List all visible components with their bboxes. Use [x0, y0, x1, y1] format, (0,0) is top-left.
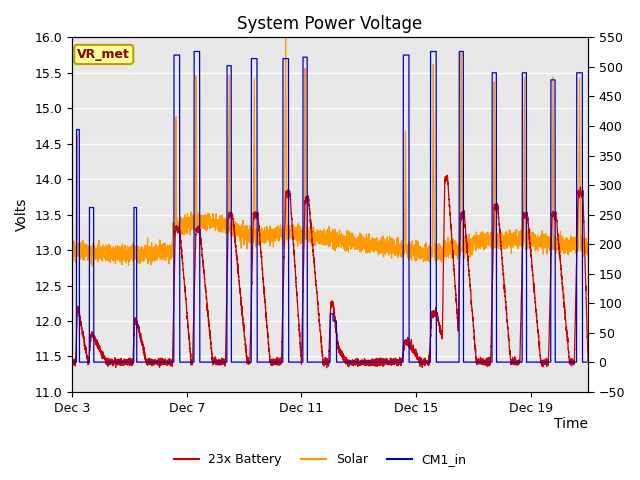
Y-axis label: Volts: Volts: [15, 198, 29, 231]
Text: VR_met: VR_met: [77, 48, 130, 61]
X-axis label: Time: Time: [554, 418, 588, 432]
Legend: 23x Battery, Solar, CM1_in: 23x Battery, Solar, CM1_in: [168, 448, 472, 471]
Title: System Power Voltage: System Power Voltage: [237, 15, 423, 33]
